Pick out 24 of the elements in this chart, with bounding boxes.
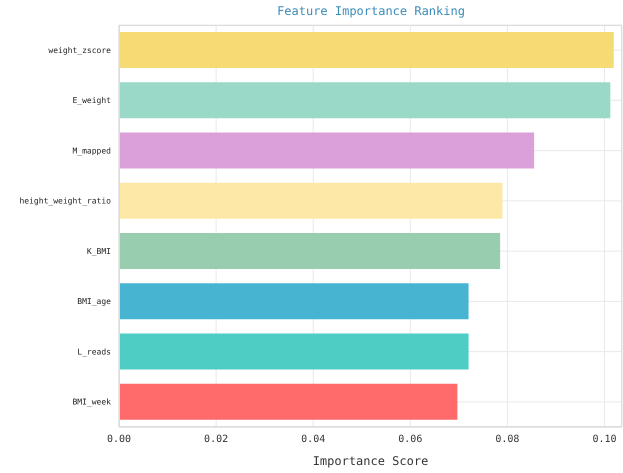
y-tick-label: BMI_week	[72, 398, 112, 407]
y-tick-label: weight_zscore	[48, 46, 112, 55]
bar	[119, 132, 534, 168]
x-tick-label: 0.00	[106, 434, 132, 446]
bar	[119, 32, 614, 68]
x-tick-label: 0.06	[398, 434, 422, 446]
x-tick-label: 0.08	[495, 434, 520, 446]
chart-title: Feature Importance Ranking	[276, 4, 466, 18]
y-tick-label: L_reads	[77, 347, 112, 356]
bar	[119, 233, 500, 269]
x-axis-title: Importance Score	[312, 454, 428, 468]
x-tick-label: 0.10	[592, 434, 617, 446]
y-tick-label: height_weight_ratio	[19, 196, 112, 206]
y-tick-label: BMI_age	[77, 297, 112, 306]
x-tick-label: 0.02	[204, 434, 228, 446]
x-tick-label: 0.04	[301, 434, 326, 446]
bar	[119, 384, 458, 420]
y-tick-label: E_weight	[72, 96, 112, 106]
y-tick-label: K_BMI	[86, 246, 112, 256]
y-tick-label: M_mapped	[72, 146, 112, 156]
bar	[119, 283, 469, 320]
bar	[119, 82, 610, 118]
bar	[119, 182, 503, 219]
bar	[119, 334, 469, 370]
